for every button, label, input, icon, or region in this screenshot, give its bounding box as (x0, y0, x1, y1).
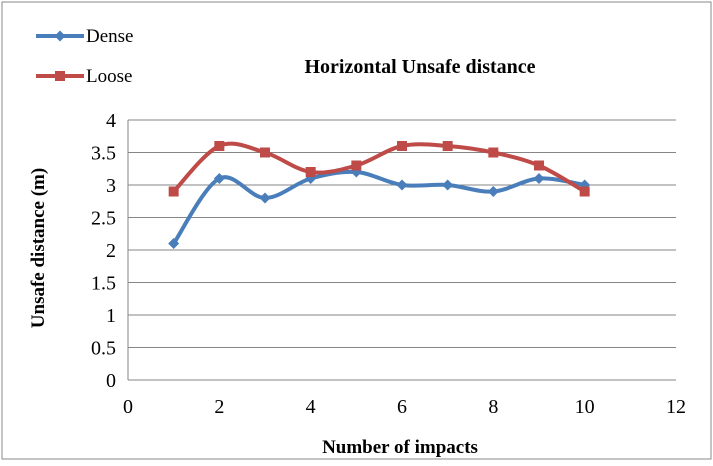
data-point-dense (168, 238, 180, 249)
data-point-dense (442, 179, 454, 191)
series-line-loose (171, 141, 587, 194)
legend: Dense Loose (36, 26, 133, 87)
y-tick-label: 2 (106, 240, 116, 262)
y-tick-label: 1.5 (91, 273, 116, 295)
data-point-loose (351, 160, 362, 171)
chart-title: Horizontal Unsafe distance (304, 56, 535, 78)
x-axis-title: Number of impacts (322, 437, 478, 458)
axes (127, 120, 676, 381)
data-point-loose (168, 186, 179, 197)
y-tick-label: 4 (106, 110, 116, 132)
legend-marker (54, 30, 66, 42)
x-tick-label: 8 (488, 396, 498, 418)
x-tick-label: 4 (306, 396, 316, 418)
y-tick-label: 0 (106, 370, 116, 392)
data-point-loose (305, 167, 316, 177)
data-point-dense (213, 173, 225, 184)
series-line-dense (171, 169, 587, 246)
legend-item-loose: Loose (36, 66, 132, 87)
series-group (168, 141, 591, 249)
y-tick-label: 2.5 (91, 208, 116, 230)
data-point-loose (534, 160, 544, 171)
legend-marker (55, 71, 65, 81)
legend-item-dense: Dense (36, 26, 133, 47)
legend-label: Loose (86, 66, 132, 87)
x-tick-label: 2 (214, 396, 224, 418)
data-point-loose (214, 141, 225, 151)
data-point-loose (488, 147, 499, 158)
y-tick-label: 0.5 (91, 338, 116, 360)
y-axis-title: Unsafe distance (m) (28, 168, 49, 328)
data-point-loose (260, 147, 270, 158)
data-point-loose (397, 141, 407, 151)
data-point-dense (533, 173, 545, 184)
data-point-dense (396, 179, 408, 191)
y-tick-label: 1 (106, 305, 116, 327)
x-tick-label: 6 (397, 396, 407, 418)
data-point-dense (487, 186, 499, 197)
x-tick-label: 12 (666, 396, 686, 418)
tick-labels: 0 0.5 1 1.5 2 2.5 3 3.5 4 0 2 4 6 8 10 12 (91, 110, 686, 418)
y-tick-label: 3 (106, 175, 116, 197)
data-point-dense (259, 192, 271, 204)
series-loose (168, 141, 590, 197)
data-point-loose (442, 141, 453, 151)
x-tick-label: 10 (575, 396, 595, 418)
data-point-loose (579, 186, 590, 197)
y-tick-label: 3.5 (91, 143, 116, 165)
legend-label: Dense (86, 26, 133, 47)
x-tick-label: 0 (123, 396, 133, 418)
